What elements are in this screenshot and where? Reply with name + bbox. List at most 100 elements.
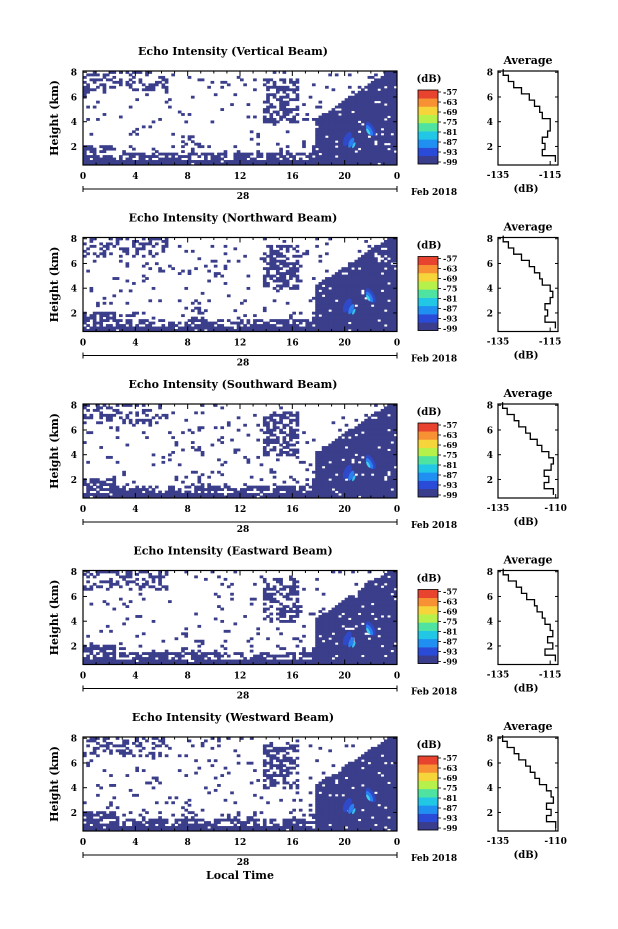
heatmap-cell: [374, 83, 378, 87]
heatmap-cell: [328, 301, 332, 305]
heatmap-cell: [374, 115, 378, 119]
heatmap-cell: [262, 324, 267, 327]
heatmap-cell: [177, 657, 182, 660]
heatmap-cell: [328, 473, 332, 477]
heatmap-cell: [269, 160, 274, 163]
heatmap-cell: [282, 71, 287, 74]
heatmap-cell: [361, 309, 365, 313]
heatmap-cell: [151, 585, 156, 589]
heatmap-cell: [151, 237, 156, 241]
heatmap-cell: [331, 493, 336, 496]
heatmap-cell: [279, 155, 283, 158]
heatmap-cell: [374, 301, 378, 305]
y-tick-label: 6: [71, 426, 77, 436]
heatmap-cell: [161, 249, 166, 253]
heatmap-cell: [279, 443, 283, 447]
heatmap-cell: [387, 103, 391, 107]
heatmap-cell: [305, 118, 310, 121]
heatmap-cell: [298, 157, 303, 161]
heatmap-cell: [387, 140, 391, 144]
heatmap-cell: [171, 657, 175, 660]
heatmap-cell: [125, 249, 130, 253]
heatmap-cell: [390, 78, 395, 82]
heatmap-cell: [96, 100, 100, 104]
heatmap-cell: [184, 249, 189, 253]
heatmap-cell: [357, 321, 362, 325]
heatmap-cell: [295, 493, 300, 496]
heatmap-cell: [338, 155, 342, 158]
heatmap-cell: [374, 257, 378, 261]
heatmap-cell: [338, 137, 342, 141]
heatmap-cell: [354, 458, 359, 462]
heatmap-cell: [213, 160, 218, 163]
heatmap-cell: [262, 259, 267, 263]
heatmap-cell: [354, 294, 359, 298]
heatmap-cell: [269, 612, 274, 616]
heatmap-cell: [347, 488, 352, 491]
heatmap-cell: [377, 127, 382, 131]
heatmap-cell: [207, 488, 211, 491]
heatmap-cell: [213, 155, 218, 158]
heatmap-cell: [295, 451, 300, 454]
heatmap-cell: [174, 475, 179, 479]
heatmap-cell: [168, 160, 172, 163]
heatmap-cell: [354, 108, 359, 111]
heatmap-cell: [105, 647, 110, 651]
heatmap-cell: [282, 329, 287, 332]
heatmap-cell: [220, 493, 225, 496]
heatmap-cell: [99, 145, 104, 149]
heatmap-cell: [387, 284, 391, 288]
heatmap-cell: [383, 441, 388, 444]
heatmap-cell: [269, 600, 274, 604]
heatmap-cell: [357, 490, 362, 494]
heatmap-cell: [383, 152, 388, 156]
heatmap-cell: [200, 483, 205, 487]
heatmap-cell: [282, 155, 287, 158]
panel-title: Echo Intensity (Southward Beam): [129, 378, 338, 391]
heatmap-cell: [135, 411, 139, 415]
heatmap-cell: [347, 316, 352, 320]
heatmap-cell: [347, 289, 352, 293]
heatmap-cell: [383, 125, 388, 129]
heatmap-cell: [383, 416, 388, 420]
heatmap-cell: [387, 423, 391, 427]
heatmap-cell: [325, 306, 329, 310]
heatmap-cell: [367, 433, 372, 437]
heatmap-cell: [354, 448, 359, 452]
heatmap-cell: [122, 329, 126, 332]
heatmap-cell: [246, 495, 251, 499]
heatmap-cell: [164, 152, 169, 156]
heatmap-cell: [223, 329, 228, 332]
heatmap-cell: [321, 125, 326, 129]
heatmap-cell: [367, 282, 372, 285]
heatmap-cell: [354, 306, 359, 310]
heatmap-cell: [174, 662, 179, 665]
heatmap-cell: [141, 597, 146, 601]
heatmap-cell: [109, 570, 113, 574]
heatmap-cell: [125, 490, 130, 494]
echo-blob: [366, 128, 371, 135]
heatmap-cell: [331, 314, 336, 318]
heatmap-cell: [344, 296, 349, 300]
heatmap-cell: [380, 460, 385, 464]
heatmap-cell: [361, 329, 365, 332]
heatmap-cell: [357, 132, 362, 136]
heatmap-cell: [295, 267, 300, 271]
heatmap-cell: [377, 279, 382, 283]
heatmap-cell: [383, 428, 388, 432]
heatmap-cell: [141, 585, 146, 589]
heatmap-cell: [315, 649, 319, 653]
heatmap-cell: [334, 306, 339, 310]
heatmap-cell: [380, 113, 385, 116]
heatmap-cell: [328, 145, 332, 149]
heatmap-cell: [256, 319, 261, 322]
average-y-tick-label: 6: [487, 426, 493, 436]
heatmap-cell: [318, 254, 323, 258]
heatmap-cell: [112, 80, 117, 84]
colorbar-unit: (dB): [417, 74, 442, 85]
heatmap-cell: [357, 301, 362, 305]
heatmap-cell: [390, 453, 395, 457]
heatmap-cell: [390, 495, 395, 499]
heatmap-cell: [148, 493, 153, 496]
heatmap-cell: [364, 329, 368, 332]
